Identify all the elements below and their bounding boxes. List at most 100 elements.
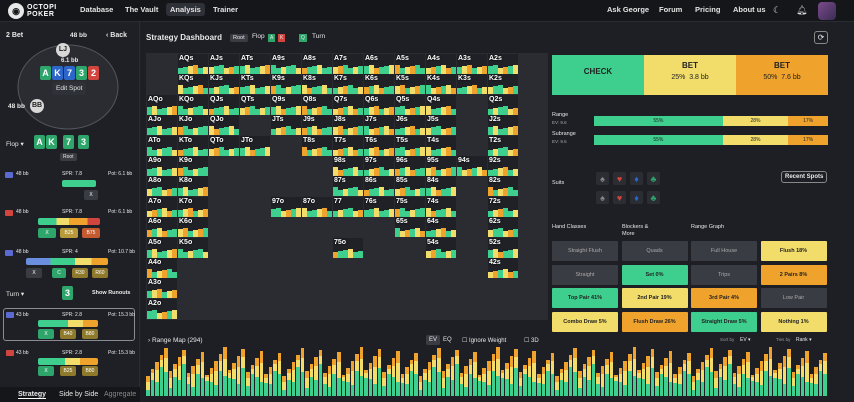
- crumb-root[interactable]: Root: [230, 34, 248, 42]
- avatar[interactable]: [818, 2, 836, 20]
- tree-node-raise30[interactable]: R30: [72, 268, 88, 278]
- bell-icon[interactable]: 🔔︎: [796, 5, 808, 15]
- hand-cell[interactable]: K6o: [178, 217, 208, 238]
- tree-node-bet25[interactable]: B25: [60, 228, 78, 238]
- hand-class-cell[interactable]: 2 Pairs 8%: [760, 264, 827, 285]
- nav-pricing[interactable]: Pricing: [695, 5, 721, 14]
- hand-cell[interactable]: KTs: [240, 74, 270, 95]
- hand-cell[interactable]: QTs: [240, 94, 270, 115]
- hand-cell[interactable]: A5s: [395, 54, 425, 74]
- hand-cell[interactable]: 72s: [488, 196, 518, 217]
- tree-node-bet80[interactable]: B80: [82, 329, 98, 339]
- hand-class-cell[interactable]: Top Pair 41%: [552, 288, 618, 308]
- hand-class-cell[interactable]: Full House: [691, 241, 757, 261]
- diamond-icon[interactable]: ♦: [630, 172, 643, 185]
- hand-cell[interactable]: 92s: [488, 156, 518, 176]
- action-bet-small[interactable]: BET 25% 3.8 bb: [644, 55, 736, 95]
- club-icon[interactable]: ♣: [647, 191, 660, 204]
- hand-cell[interactable]: A4o: [147, 258, 177, 278]
- hand-cell[interactable]: K7o: [178, 196, 208, 217]
- hand-cell[interactable]: A8o: [147, 176, 177, 197]
- hand-cell[interactable]: A2s: [488, 54, 518, 74]
- hand-cell[interactable]: 98s: [333, 156, 363, 176]
- hand-cell[interactable]: T8s: [302, 135, 332, 156]
- hand-class-cell[interactable]: Straight Draw 5%: [691, 311, 757, 332]
- hand-cell[interactable]: Q4s: [426, 94, 456, 115]
- hand-cell[interactable]: JTo: [240, 135, 270, 156]
- hand-class-cell[interactable]: 2nd Pair 19%: [621, 288, 688, 308]
- hand-cell[interactable]: A7o: [147, 196, 177, 217]
- hand-cell[interactable]: 75o: [333, 237, 363, 258]
- tree-node-check[interactable]: X: [38, 228, 56, 238]
- ignore-weight-checkbox[interactable]: ☐ Ignore Weight: [462, 338, 507, 344]
- show-runouts-button[interactable]: Show Runouts: [92, 290, 131, 296]
- hand-cell[interactable]: A6o: [147, 217, 177, 238]
- hand-cell[interactable]: 77: [333, 196, 363, 217]
- hand-cell[interactable]: A3o: [147, 278, 177, 299]
- nav-database[interactable]: Database: [80, 5, 114, 14]
- hand-cell[interactable]: 84s: [426, 176, 456, 197]
- hand-cell[interactable]: K8s: [302, 74, 332, 95]
- heart-icon[interactable]: ♥: [613, 172, 626, 185]
- edit-spot-button[interactable]: Edit Spot: [52, 82, 87, 95]
- hand-cell[interactable]: ATs: [240, 54, 270, 74]
- logo[interactable]: ◉ OCTOPI POKER: [8, 3, 57, 19]
- hand-cell[interactable]: 96s: [395, 156, 425, 176]
- action-check[interactable]: CHECK: [552, 55, 644, 95]
- hand-cell[interactable]: J2s: [488, 115, 518, 136]
- hand-cell[interactable]: T6s: [364, 135, 394, 156]
- hand-cell[interactable]: 62s: [488, 217, 518, 238]
- crumb-flop[interactable]: Flop: [252, 33, 265, 40]
- tree-node-check[interactable]: X: [38, 329, 54, 339]
- tree-node-bet25[interactable]: B25: [60, 366, 76, 376]
- hand-cell[interactable]: K3s: [457, 74, 487, 95]
- hand-cell[interactable]: AJs: [209, 54, 239, 74]
- hand-cell[interactable]: K9o: [178, 156, 208, 176]
- hand-cell[interactable]: K7s: [333, 74, 363, 95]
- hand-cell[interactable]: QJo: [209, 115, 239, 136]
- hand-cell[interactable]: QJs: [209, 94, 239, 115]
- hand-class-cell[interactable]: Combo Draw 5%: [552, 311, 618, 332]
- hand-cell[interactable]: K8o: [178, 176, 208, 197]
- hand-cell[interactable]: K4s: [426, 74, 456, 95]
- hand-cell[interactable]: Q8s: [302, 94, 332, 115]
- tree-node-check[interactable]: X: [84, 190, 98, 200]
- tree-node-call[interactable]: C: [52, 268, 66, 278]
- hand-cell[interactable]: 86s: [364, 176, 394, 197]
- tree-node-raise60[interactable]: R60: [92, 268, 108, 278]
- tab-side-by-side[interactable]: Side by Side: [59, 391, 99, 398]
- sort-by-select[interactable]: EV ▾: [740, 337, 751, 343]
- hand-cell[interactable]: 97s: [364, 156, 394, 176]
- hand-cell[interactable]: A9o: [147, 156, 177, 176]
- hand-cell[interactable]: A5o: [147, 237, 177, 258]
- tab-strategy[interactable]: Strategy: [18, 391, 47, 399]
- range-map-toggle[interactable]: › Range Map (294): [148, 337, 203, 344]
- hand-cell[interactable]: 74s: [426, 196, 456, 217]
- tree-node-check[interactable]: X: [26, 268, 42, 278]
- hand-cell[interactable]: A8s: [302, 54, 332, 74]
- hand-cell[interactable]: 52s: [488, 237, 518, 258]
- lj-seat[interactable]: LJ: [56, 43, 70, 57]
- hand-cell[interactable]: 64s: [426, 217, 456, 238]
- hand-classes-tab[interactable]: Hand Classes: [552, 224, 587, 230]
- hand-cell[interactable]: Q2s: [488, 94, 518, 115]
- hand-cell[interactable]: AQo: [147, 94, 177, 115]
- hand-cell[interactable]: Q5s: [395, 94, 425, 115]
- ties-by-select[interactable]: Rank ▾: [796, 337, 812, 343]
- range-graph-tab[interactable]: Range Graph: [691, 224, 725, 230]
- ev-toggle[interactable]: EV: [426, 335, 441, 345]
- hand-class-cell[interactable]: Straight: [552, 264, 618, 285]
- nav-trainer[interactable]: Trainer: [213, 5, 239, 14]
- moon-icon[interactable]: ☾: [773, 5, 782, 15]
- hand-class-cell[interactable]: Nothing 1%: [760, 311, 827, 332]
- hand-class-cell[interactable]: Flush Draw 26%: [621, 311, 688, 332]
- hand-cell[interactable]: K6s: [364, 74, 394, 95]
- hand-cell[interactable]: Q7s: [333, 94, 363, 115]
- nav-analysis[interactable]: Analysis: [166, 3, 205, 16]
- hand-cell[interactable]: 76s: [364, 196, 394, 217]
- hand-class-cell[interactable]: 3rd Pair 4%: [691, 288, 757, 308]
- hand-class-cell[interactable]: Low Pair: [760, 288, 827, 308]
- hand-cell[interactable]: Q9s: [271, 94, 301, 115]
- hand-cell[interactable]: 65s: [395, 217, 425, 238]
- hand-cell[interactable]: KJo: [178, 115, 208, 136]
